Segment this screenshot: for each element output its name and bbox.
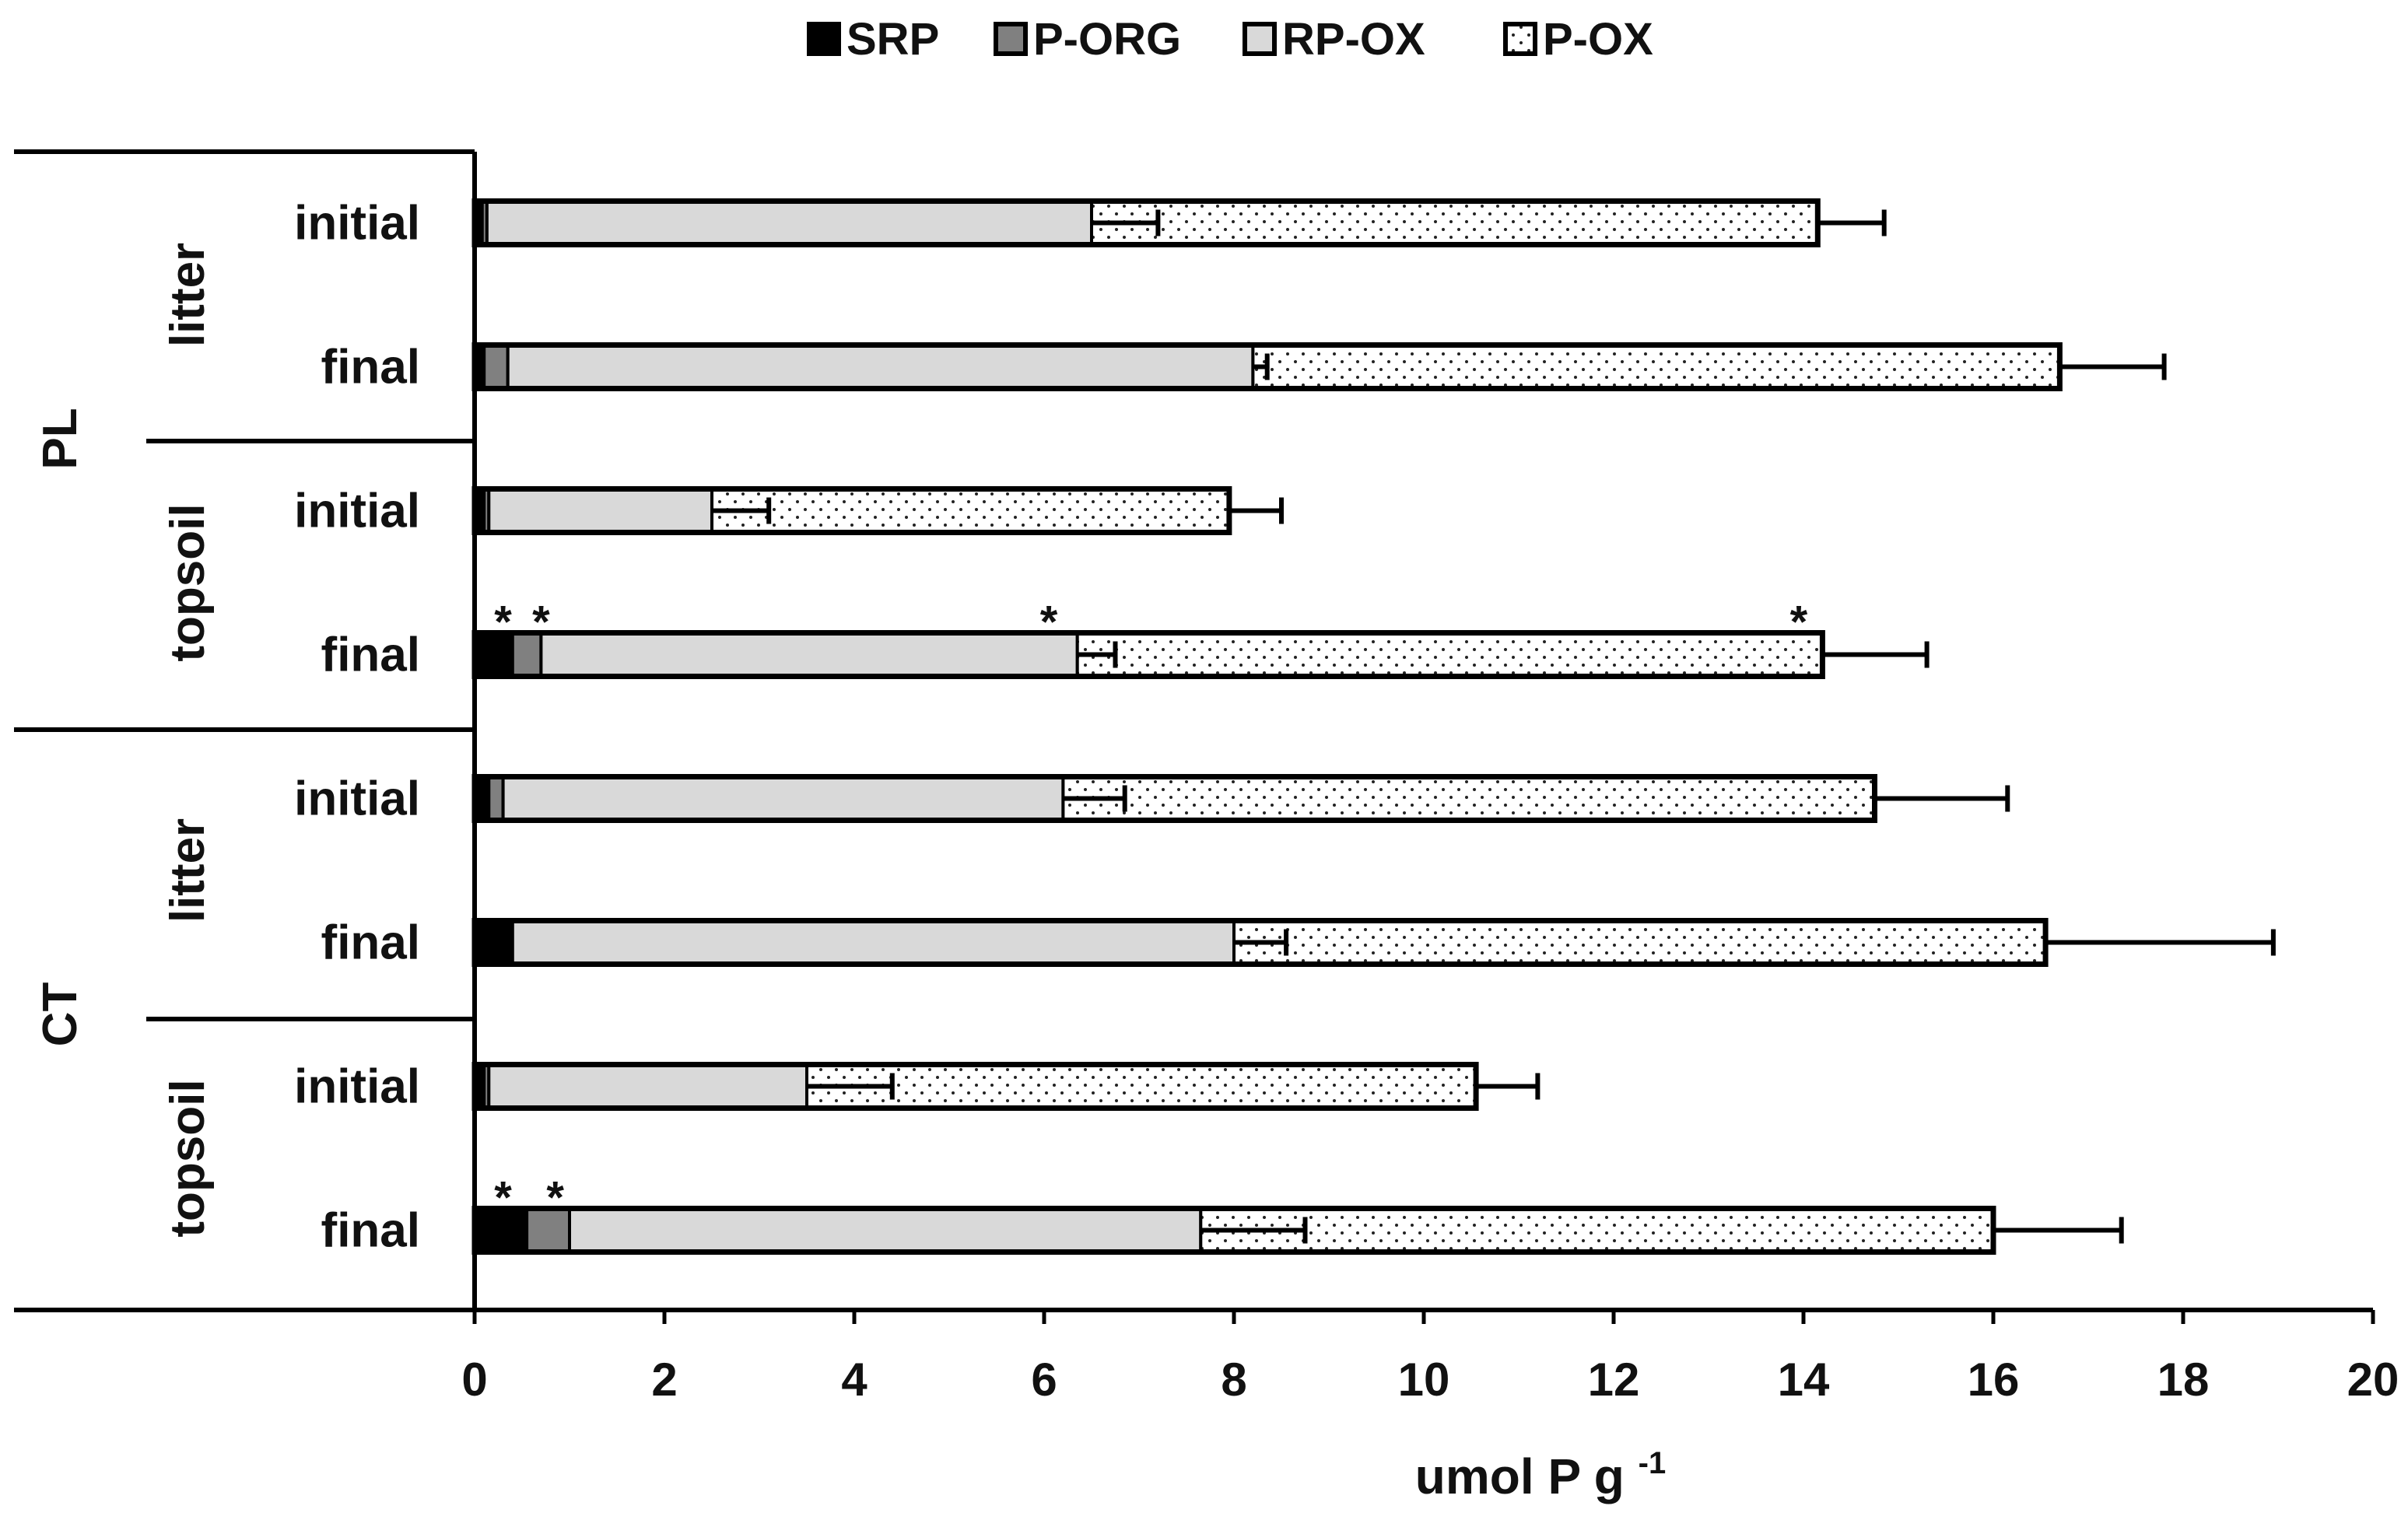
error-bar-rp-ox-6 (807, 1073, 895, 1100)
x-axis: 0 2 4 6 8 10 12 14 16 18 20 umol P g -1 (461, 1310, 2399, 1504)
bar-0-initial (471, 198, 1821, 247)
bar-segment-p-ox (805, 1063, 1478, 1110)
group-label-pl: PL (33, 408, 87, 469)
error-bar-rp-ox-5 (1234, 929, 1289, 956)
x-tick-label: 16 (1968, 1354, 2020, 1406)
significance-marker: * (494, 597, 512, 648)
y-axis-labels: initial final initial final initial final init… (33, 197, 420, 1258)
bar-segment-rp-ox (501, 775, 1065, 822)
legend-swatch-srp (807, 22, 841, 56)
bar-5-final (471, 918, 2049, 967)
x-tick-label: 10 (1398, 1354, 1450, 1406)
x-tick-label: 4 (841, 1354, 868, 1406)
error-bars (712, 209, 2276, 1244)
error-bar-p-ox-1 (2059, 353, 2167, 380)
x-tick-label: 6 (1031, 1354, 1057, 1406)
bar-segment-rp-ox (539, 631, 1079, 678)
significance-marker: * (1790, 597, 1808, 648)
subgroup-label-topsoil: topsoil (161, 503, 215, 661)
bar-segment-p-ox (1090, 199, 1820, 247)
significance-marker: * (532, 597, 550, 648)
x-tick-label: 2 (651, 1354, 677, 1406)
bar-segment-rp-ox (487, 487, 713, 534)
x-tick-label: 14 (1778, 1354, 1830, 1406)
legend-label: RP-OX (1282, 14, 1425, 65)
bar-segment-p-ox (1061, 775, 1877, 822)
bar-segment-p-ox (1199, 1207, 1996, 1254)
category-label-initial: initial (294, 197, 420, 250)
legend-label: SRP (846, 14, 939, 65)
legend-item-p-org: P-ORG (994, 14, 1181, 65)
error-bar-rp-ox-0 (1092, 209, 1161, 236)
error-bar-p-ox-2 (1229, 497, 1284, 524)
legend-swatch-p-ox (1503, 22, 1537, 56)
x-tick-label: 12 (1588, 1354, 1640, 1406)
error-bar-rp-ox-3 (1077, 641, 1118, 668)
bar-segment-p-org (482, 343, 510, 391)
x-axis-title-superscript: -1 (1639, 1446, 1667, 1480)
error-bar-rp-ox-4 (1063, 785, 1127, 812)
error-bar-p-ox-0 (1817, 209, 1887, 236)
error-bar-p-ox-5 (2045, 929, 2276, 956)
bar-segment-p-ox (1232, 919, 2048, 966)
bars (471, 198, 2063, 1255)
bar-segment-rp-ox (487, 1063, 808, 1110)
bar-1-final (471, 342, 2063, 391)
legend-item-p-ox: P-OX (1503, 14, 1653, 65)
category-label-initial: initial (294, 1060, 420, 1114)
subgroup-label-litter: litter (161, 818, 215, 923)
subgroup-label-topsoil: topsoil (161, 1079, 215, 1237)
bar-segment-p-ox (1075, 631, 1824, 678)
legend-swatch-rp-ox (1243, 22, 1277, 56)
x-axis-title-text: umol P g (1415, 1448, 1639, 1504)
x-tick-label: 8 (1221, 1354, 1246, 1406)
x-tick-label: 18 (2157, 1354, 2210, 1406)
bar-segment-p-org (487, 775, 505, 822)
bar-3-final (471, 630, 1825, 679)
subgroup-label-litter: litter (161, 243, 215, 347)
error-bar-p-ox-3 (1822, 641, 1930, 668)
category-label-initial: initial (294, 485, 420, 538)
bar-segment-rp-ox (510, 919, 1236, 966)
bar-segment-p-ox (1251, 343, 2062, 391)
error-bar-p-ox-7 (1993, 1217, 2124, 1244)
bar-segment-p-ox (710, 487, 1231, 534)
category-label-final: final (321, 341, 420, 394)
error-bar-p-ox-4 (1874, 785, 2010, 812)
category-label-initial: initial (294, 772, 420, 826)
error-bar-p-ox-6 (1476, 1073, 1540, 1100)
bar-segment-rp-ox (485, 199, 1093, 247)
significance-marker: * (1040, 597, 1058, 648)
legend-label: P-ORG (1033, 14, 1181, 65)
bar-2-initial (471, 486, 1232, 535)
legend-swatch-p-org (994, 22, 1028, 56)
bar-6-initial (471, 1062, 1479, 1111)
significance-annotations: * * * * * * (494, 597, 1807, 1224)
error-bar-rp-ox-7 (1200, 1217, 1308, 1244)
category-label-final: final (321, 629, 420, 682)
error-bar-rp-ox-2 (712, 497, 772, 524)
error-bar-rp-ox-1 (1253, 353, 1270, 380)
category-label-final: final (321, 1204, 420, 1258)
bar-4-initial (471, 774, 1877, 823)
legend-item-rp-ox: RP-OX (1243, 14, 1425, 65)
x-tick-label: 20 (2347, 1354, 2399, 1406)
significance-marker: * (546, 1173, 564, 1224)
legend: SRP P-ORG RP-OX P-OX (807, 14, 1653, 65)
category-label-final: final (321, 916, 420, 970)
x-axis-title: umol P g -1 (1415, 1446, 1666, 1504)
bar-segment-srp (473, 919, 514, 966)
group-label-ct: CT (33, 982, 87, 1047)
x-tick-label: 0 (461, 1354, 487, 1406)
bar-segment-rp-ox (568, 1207, 1203, 1254)
legend-label: P-OX (1543, 14, 1653, 65)
plot-frame (14, 149, 2373, 1312)
significance-marker: * (494, 1173, 512, 1224)
bar-segment-rp-ox (506, 343, 1255, 391)
legend-item-srp: SRP (807, 14, 939, 65)
